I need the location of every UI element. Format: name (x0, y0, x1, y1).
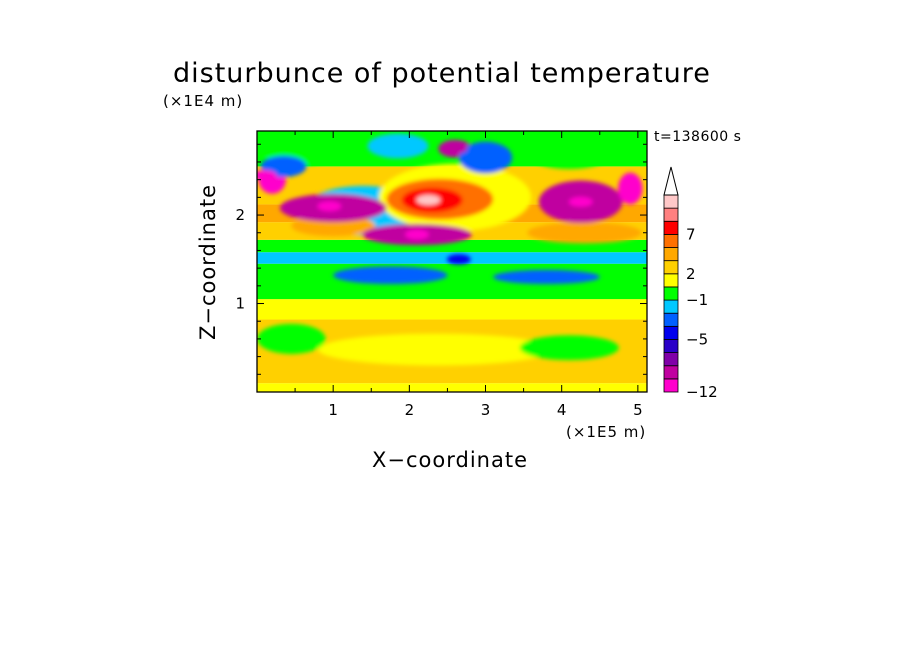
contour-band (257, 383, 647, 392)
time-annotation: t=138600 s (654, 129, 742, 145)
colorbar-swatch (663, 312, 679, 327)
contour-region (519, 335, 619, 361)
y-tick-label: 2 (235, 206, 245, 224)
field-extremum (568, 196, 593, 207)
field-extremum (420, 347, 445, 358)
x-tick-label: 3 (481, 401, 491, 419)
colorbar-label: 2 (686, 265, 696, 283)
colorbar-swatch (663, 273, 679, 288)
colorbar-swatch (663, 352, 679, 367)
colorbar-swatch (663, 207, 679, 222)
x-tick-label: 1 (328, 401, 338, 419)
contour-region (493, 269, 600, 285)
chart-title: disturbunce of potential temperature (173, 58, 711, 89)
contour-region (458, 141, 513, 174)
colorbar-swatch (663, 378, 679, 393)
x-axis-label: X−coordinate (372, 448, 528, 472)
contour-region (527, 222, 642, 244)
colorbar-swatch (663, 299, 679, 314)
axes: 1 2 3 4 5 1 2 (235, 131, 647, 419)
y-tick-label: 1 (235, 295, 245, 313)
colorbar-label: 7 (686, 225, 696, 243)
x-tick-label: 2 (405, 401, 415, 419)
x-tick-label: 4 (557, 401, 567, 419)
colorbar-label: −5 (686, 330, 708, 348)
contour-region (333, 266, 448, 285)
contour-band (257, 239, 647, 253)
field-extremum (416, 195, 441, 206)
colorbar-swatch (663, 286, 679, 301)
contour-region (367, 133, 429, 159)
colorbar-swatch (663, 194, 679, 209)
field-extremum (443, 143, 468, 154)
colorbar-swatch (663, 325, 679, 340)
field-extremum (446, 254, 471, 265)
contour-band (257, 263, 647, 300)
contour-field (257, 131, 647, 392)
plot-frame (256, 130, 648, 393)
colorbar-swatch (663, 220, 679, 235)
contour-region (257, 323, 326, 354)
colorbar-extend-arrow (663, 166, 679, 196)
x-tick-label: 5 (633, 401, 643, 419)
field-extremum (404, 229, 429, 240)
contour-region (527, 137, 612, 170)
colorbar-label: −12 (686, 383, 718, 401)
field-extremum (257, 170, 277, 181)
contour-blobs (257, 133, 643, 366)
y-axis-unit: (×1E4 m) (163, 92, 244, 110)
colorbar-swatch (663, 339, 679, 354)
field-extremum (618, 183, 643, 194)
colorbar-swatch (663, 247, 679, 262)
colorbar-swatch (663, 260, 679, 275)
contour-band (257, 299, 647, 320)
colorbar-swatch (663, 365, 679, 380)
colorbar: 7 2 −1 −5 −12 (663, 166, 718, 401)
field-extremum (317, 201, 342, 212)
colorbar-swatch (663, 233, 679, 248)
colorbar-label: −1 (686, 291, 708, 309)
x-axis-unit: (×1E5 m) (566, 423, 647, 441)
